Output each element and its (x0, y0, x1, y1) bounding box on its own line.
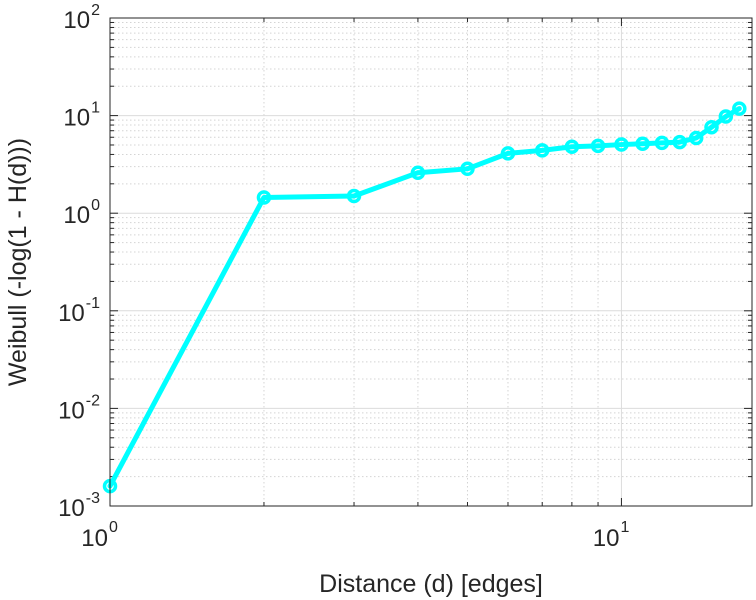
data-point (564, 139, 580, 154)
tick-marks (109, 17, 752, 507)
y-tick-label: -210 (58, 392, 100, 424)
svg-text:10: 10 (63, 202, 90, 229)
y-axis-label: Weibull (-log(1 - H(d))) (4, 138, 32, 386)
svg-text:10: 10 (58, 300, 85, 327)
data-point (718, 109, 734, 124)
svg-text:10: 10 (63, 105, 90, 132)
grid (109, 17, 752, 507)
data-point (614, 137, 629, 152)
data-point (534, 143, 550, 158)
data-point (256, 190, 272, 205)
svg-text:-3: -3 (86, 490, 100, 507)
data-point (460, 161, 475, 177)
y-tick-label: -110 (58, 295, 100, 327)
y-tick-label: 210 (63, 2, 100, 34)
y-tick-label: -310 (58, 490, 100, 522)
x-tick-labels: 10 0 10 1 (81, 519, 629, 552)
svg-text:0: 0 (91, 197, 100, 214)
x-tick-label: 10 1 (593, 519, 630, 552)
data-point (500, 146, 516, 161)
series-layer (102, 101, 747, 494)
svg-text:1: 1 (620, 519, 629, 536)
x-axis-label: Distance (d) [edges] (319, 570, 543, 598)
data-point (346, 188, 362, 204)
svg-text:1: 1 (91, 100, 100, 117)
svg-text:0: 0 (109, 519, 118, 536)
svg-text:-2: -2 (86, 392, 100, 409)
y-tick-label: 110 (63, 100, 100, 132)
svg-text:-1: -1 (86, 295, 100, 312)
data-point (672, 134, 687, 150)
data-point (590, 138, 606, 154)
y-tick-label: 010 (63, 197, 100, 229)
svg-text:10: 10 (81, 525, 108, 552)
svg-text:10: 10 (593, 525, 620, 552)
series-line (107, 106, 742, 489)
data-point (732, 101, 747, 116)
data-point (410, 165, 426, 180)
data-point (704, 119, 719, 135)
data-point (635, 136, 650, 151)
data-point (688, 130, 704, 146)
svg-text:10: 10 (63, 7, 90, 34)
svg-text:10: 10 (58, 397, 85, 424)
axes-box (109, 17, 753, 507)
svg-text:10: 10 (58, 495, 85, 522)
data-point (654, 135, 670, 151)
x-tick-label: 10 0 (81, 519, 118, 552)
svg-text:2: 2 (91, 2, 100, 19)
